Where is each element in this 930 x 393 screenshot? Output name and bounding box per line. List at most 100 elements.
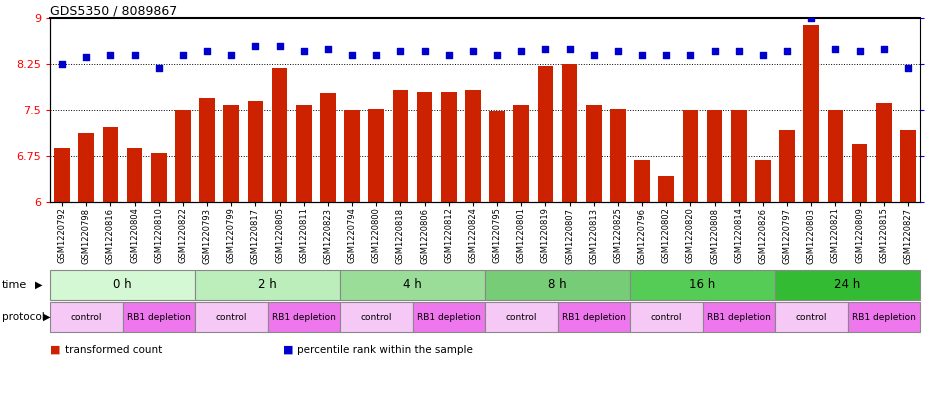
Bar: [126, 148, 142, 202]
Point: [707, 48, 722, 54]
Text: control: control: [506, 312, 537, 321]
Point: [418, 48, 432, 54]
Point: [900, 64, 915, 71]
Text: time: time: [2, 280, 27, 290]
Bar: [78, 133, 94, 202]
Bar: [247, 101, 263, 202]
Text: ■: ■: [50, 345, 60, 355]
Text: 0 h: 0 h: [113, 279, 132, 292]
Point: [79, 53, 94, 60]
Bar: [485, 270, 630, 300]
Bar: [102, 127, 118, 202]
Point: [489, 51, 504, 58]
Bar: [804, 26, 819, 202]
Bar: [755, 160, 771, 202]
Bar: [417, 92, 432, 202]
Text: 24 h: 24 h: [834, 279, 860, 292]
Bar: [900, 130, 916, 202]
Text: ▶: ▶: [35, 280, 43, 290]
Point: [442, 51, 457, 58]
Text: transformed count: transformed count: [65, 345, 162, 355]
Bar: [368, 109, 384, 202]
Bar: [223, 105, 239, 202]
Point: [562, 46, 577, 52]
Point: [876, 46, 891, 52]
Point: [804, 15, 818, 21]
Bar: [702, 302, 775, 332]
Point: [176, 51, 191, 58]
Point: [321, 46, 336, 52]
Bar: [775, 270, 920, 300]
Text: 16 h: 16 h: [689, 279, 715, 292]
Text: RB1 depletion: RB1 depletion: [126, 312, 191, 321]
Bar: [441, 92, 457, 202]
Bar: [630, 270, 775, 300]
Point: [369, 51, 384, 58]
Bar: [272, 68, 287, 202]
Bar: [775, 302, 847, 332]
Text: control: control: [795, 312, 827, 321]
Bar: [731, 110, 747, 202]
Text: percentile rank within the sample: percentile rank within the sample: [298, 345, 473, 355]
Point: [538, 46, 552, 52]
Point: [610, 48, 625, 54]
Bar: [392, 90, 408, 202]
Bar: [413, 302, 485, 332]
Bar: [485, 302, 557, 332]
Text: RB1 depletion: RB1 depletion: [272, 312, 336, 321]
Point: [55, 61, 70, 67]
Bar: [340, 270, 485, 300]
Bar: [562, 64, 578, 202]
Bar: [779, 130, 795, 202]
Point: [852, 48, 867, 54]
Bar: [123, 302, 195, 332]
Bar: [538, 66, 553, 202]
Point: [731, 48, 746, 54]
Text: ■: ■: [283, 345, 293, 355]
Point: [248, 42, 263, 49]
Bar: [195, 270, 340, 300]
Bar: [268, 302, 340, 332]
Bar: [465, 90, 481, 202]
Bar: [50, 302, 123, 332]
Text: RB1 depletion: RB1 depletion: [562, 312, 626, 321]
Bar: [658, 176, 674, 202]
Bar: [340, 302, 413, 332]
Text: RB1 depletion: RB1 depletion: [707, 312, 771, 321]
Bar: [707, 110, 723, 202]
Bar: [876, 103, 892, 202]
Text: control: control: [216, 312, 247, 321]
Point: [127, 51, 142, 58]
Text: 2 h: 2 h: [259, 279, 277, 292]
Bar: [296, 105, 312, 202]
Text: ▶: ▶: [43, 312, 50, 322]
Point: [658, 51, 673, 58]
Text: control: control: [361, 312, 392, 321]
Text: control: control: [71, 312, 102, 321]
Bar: [852, 144, 868, 202]
Text: protocol: protocol: [2, 312, 45, 322]
Point: [586, 51, 601, 58]
Point: [779, 48, 794, 54]
Bar: [489, 111, 505, 202]
Bar: [513, 105, 529, 202]
Point: [152, 64, 166, 71]
Text: GDS5350 / 8089867: GDS5350 / 8089867: [50, 5, 178, 18]
Bar: [634, 160, 650, 202]
Bar: [320, 93, 336, 202]
Point: [393, 48, 408, 54]
Bar: [683, 110, 698, 202]
Bar: [175, 110, 191, 202]
Point: [513, 48, 528, 54]
Point: [755, 51, 770, 58]
Point: [200, 48, 215, 54]
Point: [272, 42, 287, 49]
Text: RB1 depletion: RB1 depletion: [852, 312, 916, 321]
Point: [683, 51, 698, 58]
Text: 4 h: 4 h: [403, 279, 422, 292]
Bar: [195, 302, 268, 332]
Text: RB1 depletion: RB1 depletion: [417, 312, 481, 321]
Point: [224, 51, 239, 58]
Point: [466, 48, 481, 54]
Bar: [344, 110, 360, 202]
